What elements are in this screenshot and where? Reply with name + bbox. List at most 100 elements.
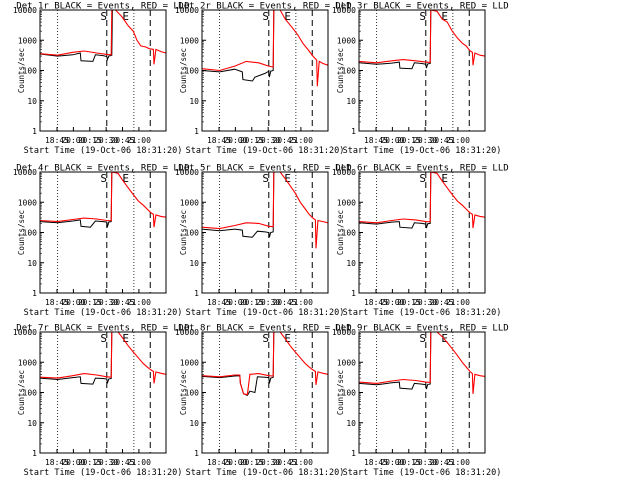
y-axis-label: Counts/sec: [336, 48, 345, 93]
y-tick-label: 100: [342, 67, 357, 76]
series-events: [201, 331, 275, 397]
x-tick-label: 18:45: [207, 298, 231, 307]
chart-panel-9: Det 9r BLACK = Events, RED = LLD 1 10 100 10…: [332, 324, 509, 479]
plot-frame: [358, 9, 486, 132]
x-tick-label: 20:30: [256, 298, 280, 307]
interval-marker-e: E: [441, 172, 448, 185]
x-axis-label: Start Time (19-Oct-06 18:31:20): [343, 146, 502, 156]
chart-title: Det 1r BLACK = Events, RED = LLD: [16, 2, 189, 12]
interval-marker-s: S: [262, 10, 269, 23]
x-tick-label: 18:45: [364, 298, 388, 307]
interval-marker-s: S: [419, 172, 426, 185]
interval-marker-s: S: [419, 332, 426, 345]
y-tick-label: 100: [185, 389, 200, 398]
interval-marker-s: S: [100, 10, 107, 23]
y-axis-label: Counts/sec: [336, 370, 345, 415]
x-tick-label: 20:00: [223, 136, 247, 145]
plot-frame: [358, 331, 486, 454]
chart-panel-6: Det 6r BLACK = Events, RED = LLD 1 10 100 10…: [332, 164, 509, 319]
x-tick-label: 20:15: [240, 458, 264, 467]
x-tick-label: 20:45: [429, 136, 453, 145]
y-tick-label: 1: [194, 127, 199, 136]
x-tick-label: 20:15: [397, 458, 421, 467]
x-tick-label: 20:45: [110, 136, 134, 145]
series-events: [39, 9, 113, 62]
x-tick-label: 21:00: [289, 298, 313, 307]
x-tick-label: 20:00: [380, 136, 404, 145]
x-tick-label: 20:45: [110, 458, 134, 467]
x-tick-label: 21:00: [446, 136, 470, 145]
interval-marker-s: S: [419, 10, 426, 23]
chart-title: Det 6r BLACK = Events, RED = LLD: [335, 164, 508, 174]
y-tick-label: 100: [185, 229, 200, 238]
y-tick-label: 1: [32, 449, 37, 458]
y-tick-label: 10: [27, 259, 37, 268]
y-tick-label: 100: [185, 67, 200, 76]
x-tick-label: 20:15: [240, 136, 264, 145]
y-tick-label: 10000: [175, 168, 199, 177]
y-tick-label: 10: [346, 259, 356, 268]
chart-title: Det 2r BLACK = Events, RED = LLD: [178, 2, 351, 12]
series-events: [358, 9, 432, 70]
chart-title: Det 3r BLACK = Events, RED = LLD: [335, 2, 508, 12]
x-axis-label: Start Time (19-Oct-06 18:31:20): [24, 468, 183, 478]
y-tick-label: 10: [346, 97, 356, 106]
chart-title: Det 9r BLACK = Events, RED = LLD: [335, 324, 508, 334]
chart-title: Det 7r BLACK = Events, RED = LLD: [16, 324, 189, 334]
plot-frame: [358, 171, 486, 294]
series-events: [201, 9, 275, 82]
plot-frame: [201, 9, 329, 132]
plot-frame: [201, 331, 329, 454]
y-axis-label: Counts/sec: [336, 210, 345, 255]
plot-frame: [201, 171, 329, 294]
x-tick-label: 18:45: [207, 458, 231, 467]
y-tick-label: 100: [23, 389, 38, 398]
interval-marker-e: E: [284, 332, 291, 345]
interval-marker-s: S: [100, 332, 107, 345]
x-tick-label: 18:45: [45, 458, 69, 467]
x-tick-label: 18:45: [364, 136, 388, 145]
x-tick-label: 20:30: [94, 458, 118, 467]
y-tick-label: 10000: [13, 328, 37, 337]
x-tick-label: 18:45: [45, 298, 69, 307]
y-tick-label: 1000: [337, 36, 356, 45]
plot-frame: [39, 331, 167, 454]
chart-panel-4: Det 4r BLACK = Events, RED = LLD 1 10 100 10…: [13, 164, 190, 319]
y-tick-label: 1000: [18, 198, 37, 207]
interval-marker-s: S: [100, 172, 107, 185]
x-tick-label: 21:00: [127, 298, 151, 307]
y-tick-label: 100: [23, 229, 38, 238]
series-events: [39, 331, 113, 385]
x-tick-label: 21:00: [446, 298, 470, 307]
y-tick-label: 1000: [180, 198, 199, 207]
y-tick-label: 10: [346, 419, 356, 428]
series-lld: [39, 9, 167, 65]
series-lld: [358, 9, 486, 66]
x-tick-label: 20:00: [61, 458, 85, 467]
y-axis-label: Counts/sec: [179, 48, 188, 93]
x-tick-label: 20:30: [413, 298, 437, 307]
y-tick-label: 10000: [13, 168, 37, 177]
series-events: [358, 171, 432, 229]
y-tick-label: 1: [194, 289, 199, 298]
chart-panel-5: Det 5r BLACK = Events, RED = LLD 1 10 100 10…: [175, 164, 352, 319]
y-tick-label: 10: [27, 97, 37, 106]
y-tick-label: 100: [342, 389, 357, 398]
y-tick-label: 10000: [175, 328, 199, 337]
x-tick-label: 20:45: [272, 136, 296, 145]
x-tick-label: 20:30: [94, 136, 118, 145]
x-tick-label: 20:15: [397, 298, 421, 307]
x-tick-label: 18:45: [45, 136, 69, 145]
chart-title: Det 4r BLACK = Events, RED = LLD: [16, 164, 189, 174]
x-axis-label: Start Time (19-Oct-06 18:31:20): [186, 468, 345, 478]
series-lld: [39, 171, 167, 228]
x-tick-label: 20:30: [256, 136, 280, 145]
chart-panel-2: Det 2r BLACK = Events, RED = LLD 1 10 100 10…: [175, 2, 352, 157]
series-events: [201, 171, 275, 238]
x-tick-label: 20:45: [110, 298, 134, 307]
series-lld: [201, 171, 329, 249]
interval-marker-e: E: [284, 10, 291, 23]
y-axis-label: Counts/sec: [179, 210, 188, 255]
y-tick-label: 1: [351, 449, 356, 458]
